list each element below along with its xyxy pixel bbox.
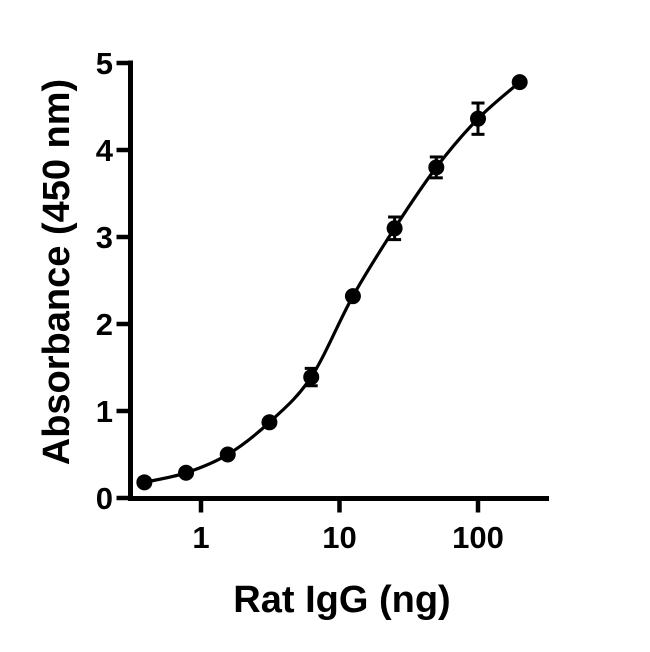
- data-point: [511, 74, 528, 91]
- x-axis-title: Rat IgG (ng): [233, 579, 451, 621]
- data-point: [136, 474, 153, 491]
- y-tick-label: 4: [96, 133, 114, 168]
- x-tick-label: 100: [452, 520, 504, 555]
- data-point: [303, 369, 320, 386]
- data-point: [344, 288, 361, 305]
- y-tick-label: 3: [96, 220, 113, 255]
- x-tick-label: 10: [322, 520, 356, 555]
- y-tick-label: 0: [96, 481, 113, 516]
- y-tick-label: 5: [96, 46, 113, 81]
- x-tick-label: 1: [192, 520, 209, 555]
- data-point: [178, 464, 195, 481]
- data-point: [470, 110, 486, 127]
- y-tick-label: 2: [96, 307, 113, 342]
- data-point: [428, 159, 445, 176]
- data-point: [219, 446, 236, 463]
- y-tick-label: 1: [96, 394, 113, 429]
- fit-curve: [144, 80, 521, 484]
- y-axis-title: Absorbance (450 nm): [36, 78, 78, 466]
- data-point: [261, 414, 278, 431]
- data-point: [386, 220, 403, 237]
